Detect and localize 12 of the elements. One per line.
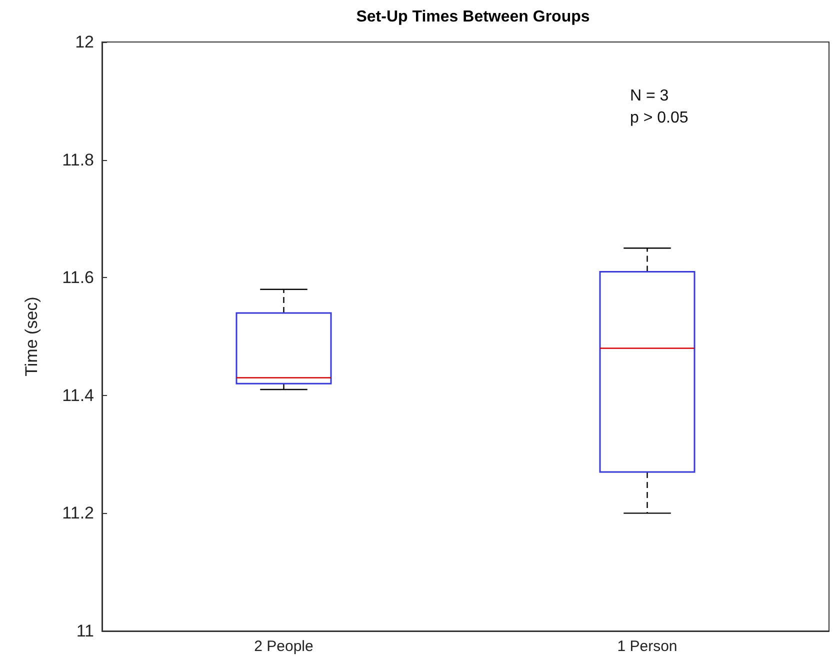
annotation: p > 0.05 bbox=[630, 110, 688, 126]
x-tick-label: 2 People bbox=[254, 638, 314, 655]
y-axis-title: Time (sec) bbox=[22, 296, 41, 376]
y-tick-label: 12 bbox=[75, 32, 94, 52]
y-tick-label: 11.2 bbox=[62, 504, 94, 523]
y-tick-label: 11.4 bbox=[62, 386, 94, 405]
chart-title: Set-Up Times Between Groups bbox=[356, 8, 590, 26]
y-tick-label: 11.6 bbox=[62, 268, 94, 288]
x-tick-label: 1 Person bbox=[617, 638, 678, 655]
y-tick-label: 11.8 bbox=[62, 150, 94, 170]
y-tick-label: 11 bbox=[76, 622, 94, 640]
annotation: N = 3 bbox=[630, 88, 669, 104]
